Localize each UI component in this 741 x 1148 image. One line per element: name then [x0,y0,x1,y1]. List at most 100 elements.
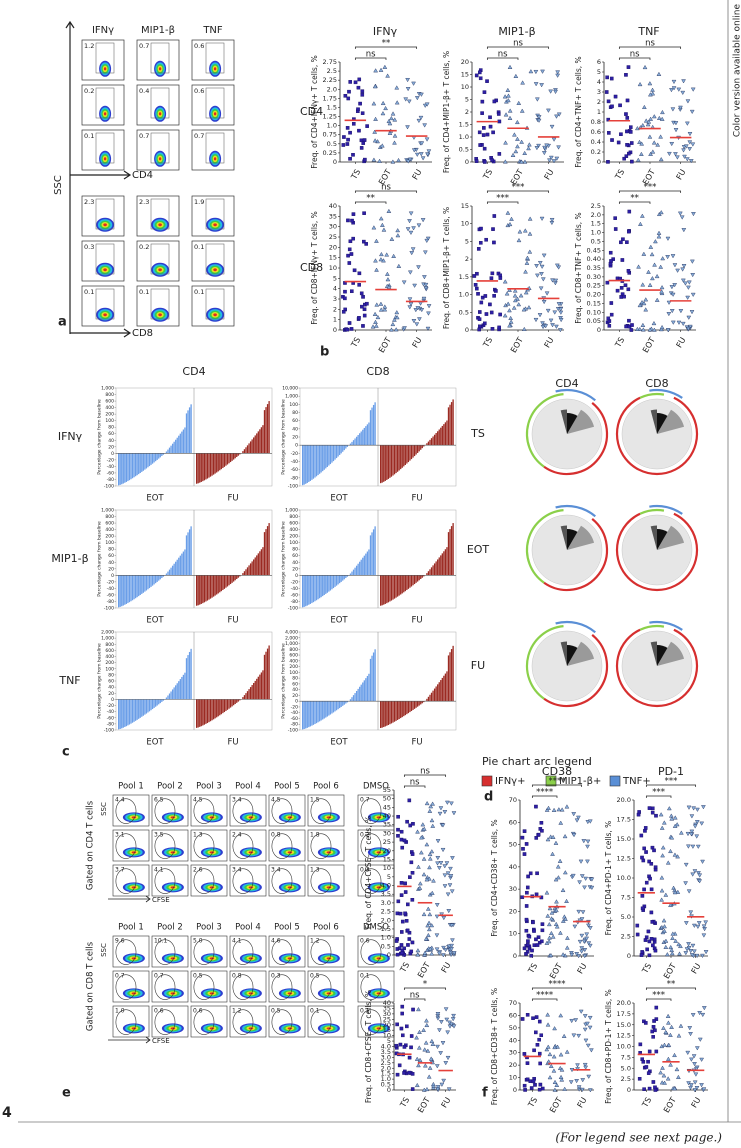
bar [315,575,318,601]
dot [410,1072,415,1076]
bar [248,689,250,700]
dot [652,1019,656,1023]
dot [497,325,501,330]
y-tick-label: 20 [108,691,114,697]
bar [187,532,189,576]
dot [643,307,649,312]
dot [547,1051,553,1057]
gate-value: 4.1 [154,867,164,874]
bar [437,431,439,446]
dot [405,125,410,130]
flow-density [326,886,332,889]
y-tick-label: 600 [105,521,114,527]
dot [690,1013,696,1018]
dot [437,811,443,817]
flow-density [158,313,162,317]
dot [390,321,396,327]
dot [579,1087,585,1092]
dot [396,263,402,268]
dot [352,268,357,273]
bar [413,701,416,709]
dot [635,932,640,937]
y-tick-label: 20.0 [617,999,631,1007]
bar [415,445,417,455]
bar [203,453,206,481]
y-tick-label: 20 [108,444,114,450]
significance-bracket [645,795,672,798]
bar [349,573,352,576]
y-tick-label: 4,000 [285,630,298,636]
bar [182,429,185,454]
dot [665,255,670,260]
dot [415,829,420,834]
flow-density [131,816,137,819]
bar [430,438,433,446]
significance-bracket [645,784,697,787]
group-label: TS [398,961,411,975]
dot [585,859,590,864]
dot [668,813,674,818]
dot [545,913,551,918]
dot [678,943,683,948]
y-tick-label: -40 [291,459,298,465]
dot [489,276,494,280]
bar [179,433,181,454]
y-tick-label: 5 [597,68,601,76]
bar [362,557,364,576]
gate-value: 0.2 [139,243,149,251]
bar [446,547,448,576]
dot [423,936,429,941]
dot [409,1045,413,1050]
dot [525,1013,530,1017]
gate-value: 0.7 [115,973,125,980]
dot [407,798,412,803]
bar [248,443,250,454]
flow-density [213,157,217,161]
bar [441,425,443,446]
bar [440,680,442,702]
y-tick-label: 2.0 [381,1064,391,1072]
significance-bracket [531,784,583,787]
column-title: Pool 2 [157,782,183,792]
dot [679,830,684,835]
dot [647,134,653,139]
gate-value: 1.2 [84,42,94,50]
bar [387,701,390,726]
bar [208,699,210,723]
bar [190,404,192,454]
dot [481,133,486,137]
y-tick-label: 15 [461,202,469,210]
dot [541,253,547,258]
gate [232,798,254,824]
dot [663,892,669,897]
dot [695,844,701,849]
bar [175,439,177,454]
dot [529,1086,534,1090]
bar [262,670,264,700]
dot [697,1037,703,1042]
dot [436,866,442,871]
dot [519,159,524,164]
x-axis-label: EOT [330,616,348,626]
y-tick-label: 1,000 [101,386,114,392]
y-tick-label: -20 [291,704,298,710]
dot [546,939,552,944]
bar [352,695,355,702]
y-tick-label: 1,000 [101,636,114,642]
dot [576,1033,582,1039]
pie-arc [649,388,683,399]
bar [320,445,322,473]
gate-value: 9.6 [115,938,125,945]
y-axis-label: Percentage change from baseline [281,643,287,719]
bar [384,445,386,481]
dot [564,898,569,903]
bar [236,453,238,458]
bar [398,701,400,720]
bar [173,441,175,454]
y-axis-label: Percentage change from baseline [97,643,103,719]
dot [375,314,381,320]
gate [232,868,254,894]
flow-density [158,268,162,272]
dot [646,269,651,274]
bar [231,699,233,707]
